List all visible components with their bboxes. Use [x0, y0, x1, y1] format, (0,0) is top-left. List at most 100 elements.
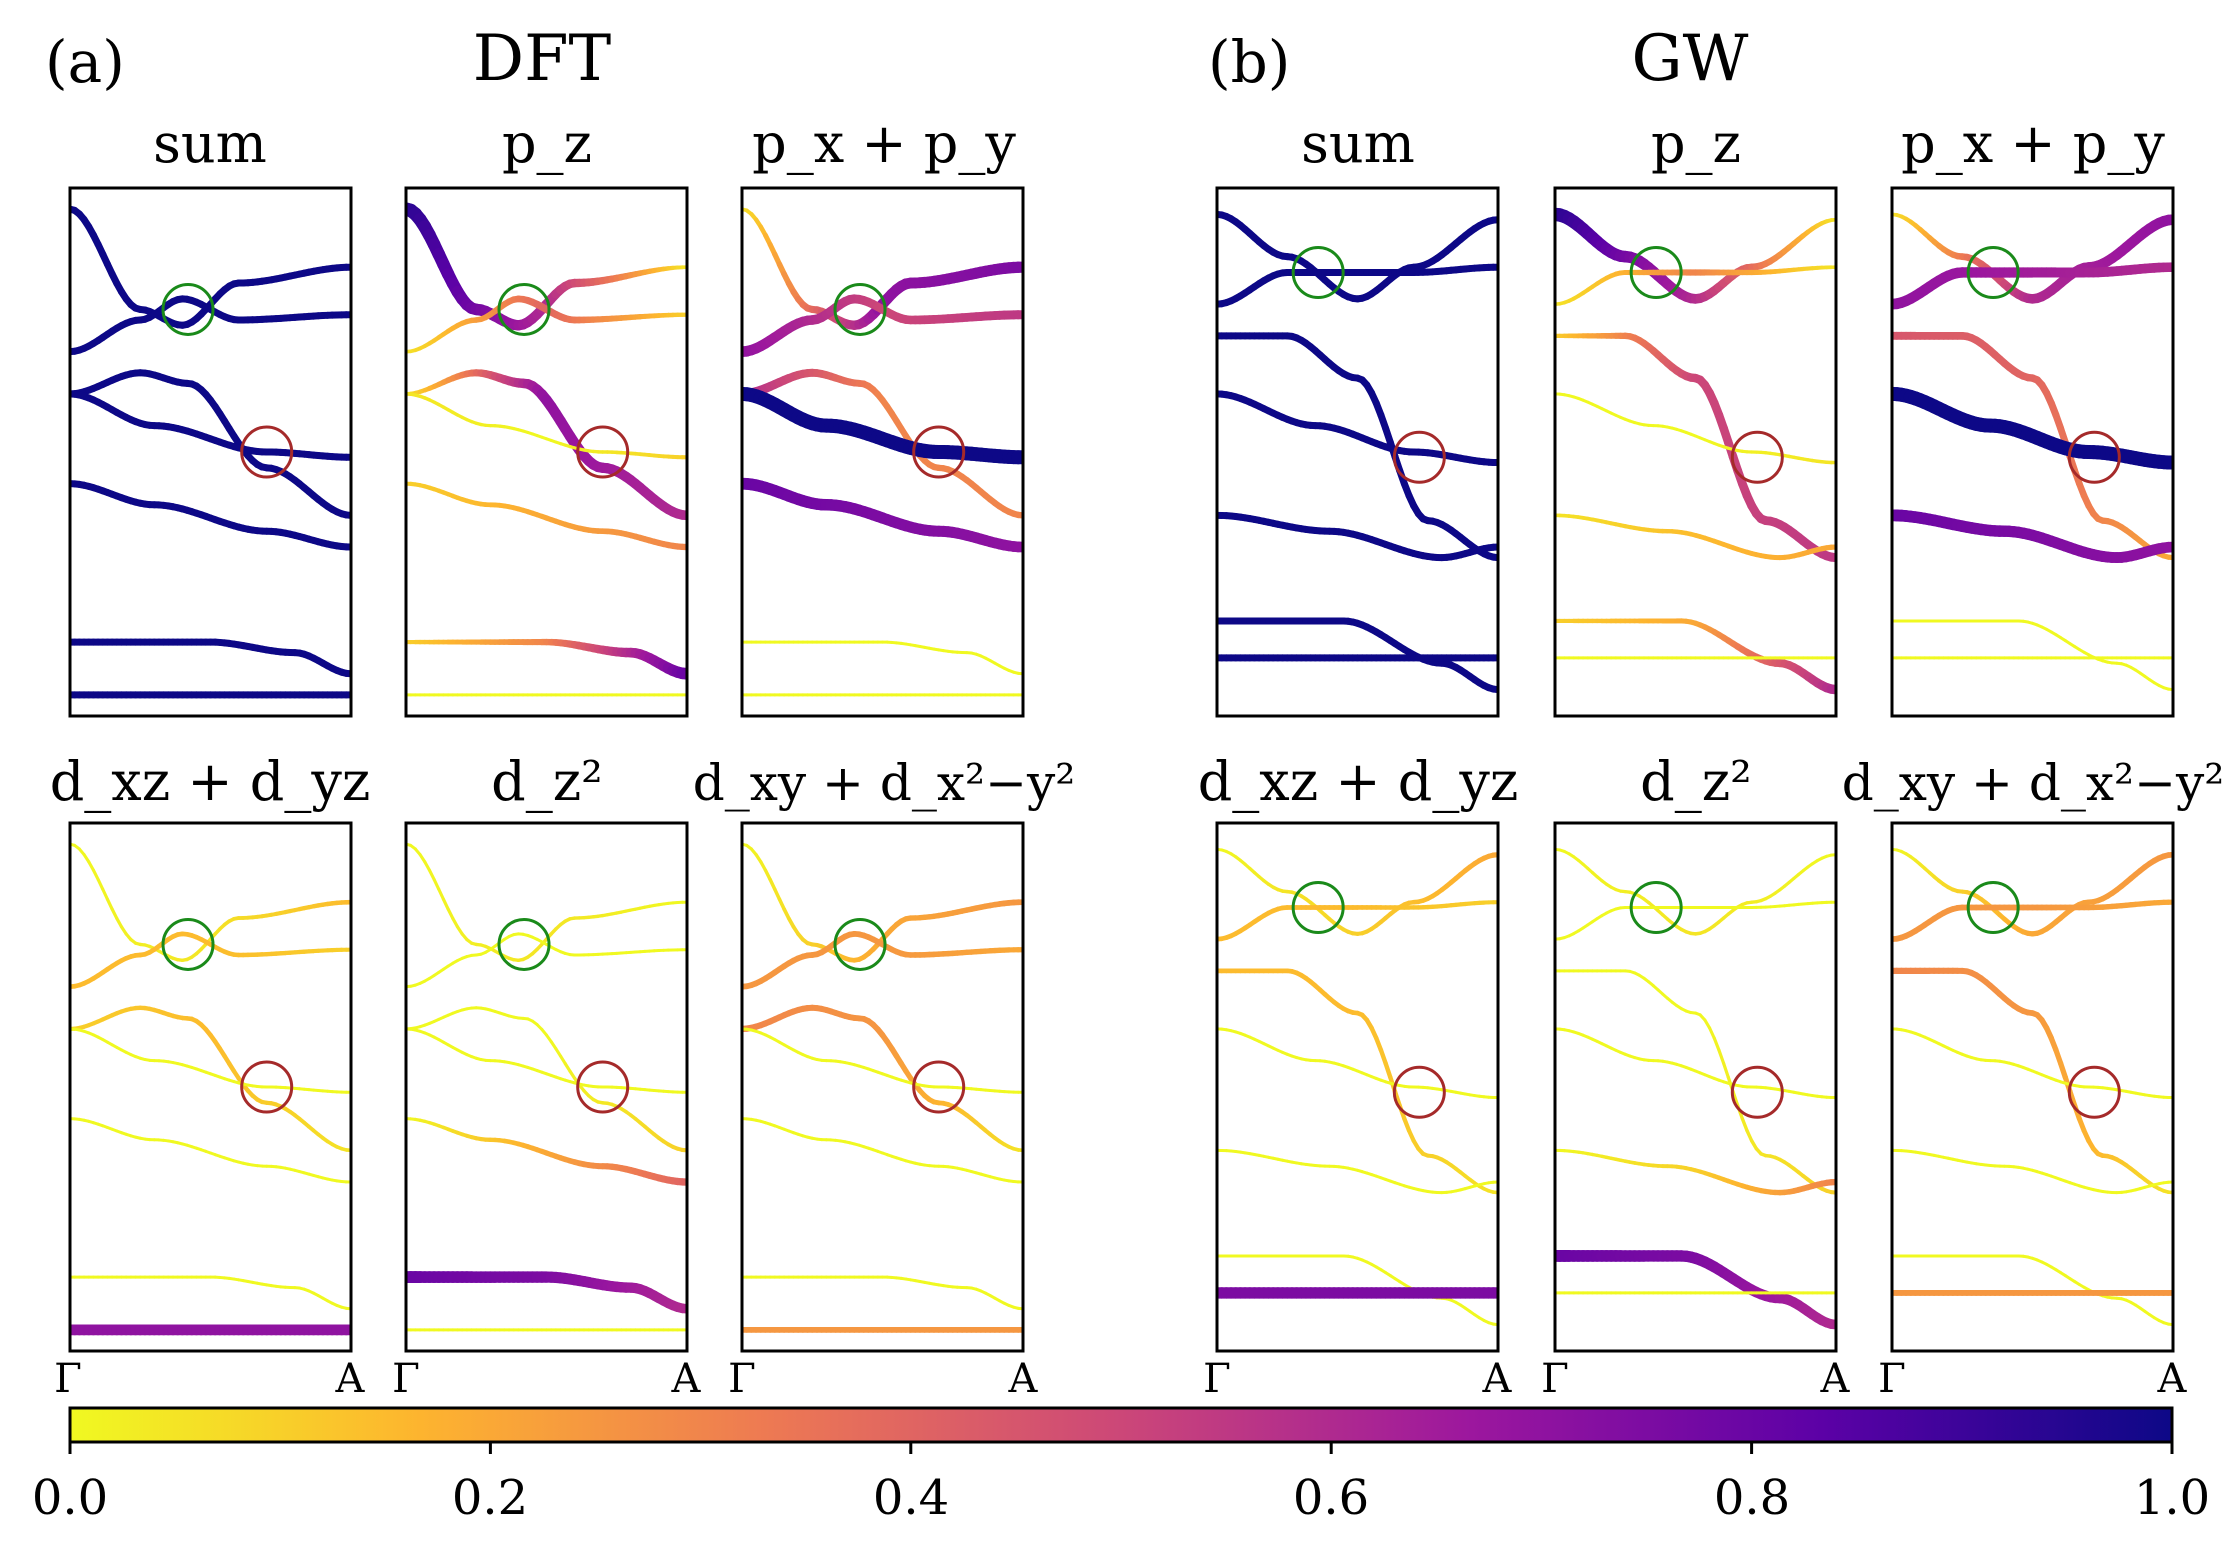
subtitle-dft-sum: sum: [153, 112, 267, 175]
band-3-segment: [1721, 1061, 1730, 1079]
green-crossing-circle: [497, 917, 551, 971]
panel-gw-dz2: [1553, 821, 1838, 1353]
red-crossing-circle: [240, 425, 294, 479]
band-1-segment: [110, 907, 119, 921]
panel-dft-dxydx2y2: [740, 821, 1025, 1353]
red-crossing-circle: [912, 425, 966, 479]
band-1-segment: [423, 860, 431, 872]
panel-frame: [1553, 821, 1838, 1353]
panel-frame: [404, 821, 689, 1353]
green-crossing-circle: [1629, 880, 1683, 934]
red-crossing-circle: [1730, 430, 1784, 484]
subtitle-gw-sum: sum: [1301, 112, 1415, 175]
band-lines: [1555, 207, 1836, 695]
panel-frame: [68, 186, 353, 718]
panel-frame: [740, 186, 1025, 718]
band-1-segment: [441, 897, 450, 911]
green-crossing-circle: [1291, 880, 1345, 934]
band-1-segment: [427, 868, 436, 881]
band-3-segment: [1378, 1047, 1388, 1066]
subtitle-dft-dxydx2y2: d_xy + d_x²−y²: [693, 754, 1076, 812]
band-panels: [68, 186, 2175, 1353]
subtitle-dft-pz: p_z: [502, 112, 592, 175]
subtitle-gw-pz: p_z: [1651, 112, 1741, 175]
band-lines: [1555, 847, 1836, 1330]
band-lines: [406, 842, 687, 1332]
band-lines: [1217, 210, 1498, 694]
band-1-segment: [773, 887, 782, 902]
band-lines: [1217, 847, 1498, 1327]
red-crossing-circle: [912, 1060, 966, 1114]
band-1-segment: [105, 897, 114, 911]
band-1-segment: [115, 916, 124, 929]
subtitle-gw-dz2: d_z²: [1640, 750, 1752, 813]
subtitle-dft-dz2: d_z²: [491, 750, 603, 813]
band-1-segment: [437, 887, 446, 901]
red-crossing-circle: [2067, 430, 2121, 484]
red-crossing-circle: [240, 1060, 294, 1114]
band-1-segment: [451, 916, 460, 929]
band-1-segment: [87, 860, 95, 872]
band-1-segment: [96, 877, 105, 891]
panel-label-b: (b): [1208, 28, 1290, 96]
band-1-segment: [768, 877, 777, 892]
panel-dft-dxzdyz: [68, 821, 353, 1353]
red-crossing-circle: [1730, 1065, 1784, 1119]
title-gw: GW: [1632, 22, 1749, 96]
green-crossing-circle: [833, 917, 887, 971]
panel-gw-pxpy: [1890, 186, 2175, 718]
green-crossing-circle: [1291, 245, 1345, 299]
band-1-segment: [91, 868, 100, 881]
red-crossing-circle: [576, 425, 630, 479]
band-1-segment: [432, 877, 441, 891]
band-1-segment: [101, 887, 110, 901]
subtitle-gw-dxzdyz: d_xz + d_yz: [1198, 750, 1519, 813]
panel-dft-sum: [68, 186, 353, 718]
band-lines: [1892, 847, 2173, 1327]
green-crossing-circle: [161, 917, 215, 971]
band-lines: [742, 207, 1023, 697]
green-crossing-circle: [833, 282, 887, 336]
band-lines: [742, 842, 1023, 1333]
subtitle-gw-pxpy: p_x + p_y: [1901, 112, 2165, 175]
panel-gw-dxzdyz: [1215, 821, 1500, 1353]
green-crossing-circle: [1629, 245, 1683, 299]
band-1-segment: [446, 907, 455, 921]
band-lines: [70, 842, 351, 1336]
band-3-segment: [1402, 1116, 1412, 1133]
panel-frame: [68, 821, 353, 1353]
band-3-segment: [1383, 1061, 1393, 1080]
band-lines: [1892, 212, 2173, 692]
red-crossing-circle: [576, 1060, 630, 1114]
green-crossing-circle: [161, 282, 215, 336]
band-lines: [70, 205, 351, 699]
panel-gw-dxydx2y2: [1890, 821, 2175, 1353]
panel-dft-pxpy: [740, 186, 1025, 718]
panel-frame: [1215, 821, 1500, 1353]
subtitle-dft-dxzdyz: d_xz + d_yz: [50, 750, 371, 813]
panel-frame: [404, 186, 689, 718]
panel-frame: [1215, 186, 1500, 718]
green-crossing-circle: [497, 282, 551, 336]
red-crossing-circle: [1392, 1065, 1446, 1119]
subtitle-dft-pxpy: p_x + p_y: [752, 112, 1016, 175]
panel-gw-pz: [1553, 186, 1838, 718]
panel-dft-dz2: [404, 821, 689, 1353]
band-3-segment: [1708, 1026, 1716, 1040]
band-3-segment: [1740, 1116, 1749, 1133]
panel-frame: [740, 821, 1025, 1353]
band-3-segment: [1745, 1128, 1754, 1143]
band-lines: [406, 202, 687, 697]
subtitle-gw-dxydx2y2: d_xy + d_x²−y²: [1842, 754, 2225, 812]
panel-dft-pz: [404, 186, 689, 718]
panel-frame: [1890, 186, 2175, 718]
panel-gw-sum: [1215, 186, 1500, 718]
panel-label-a: (a): [45, 28, 125, 96]
band-3-segment: [1712, 1036, 1721, 1052]
panel-frame: [1553, 186, 1838, 718]
green-crossing-circle: [1966, 245, 2020, 299]
red-crossing-circle: [1392, 430, 1446, 484]
band-3-segment: [1717, 1048, 1726, 1065]
title-dft: DFT: [473, 22, 612, 96]
